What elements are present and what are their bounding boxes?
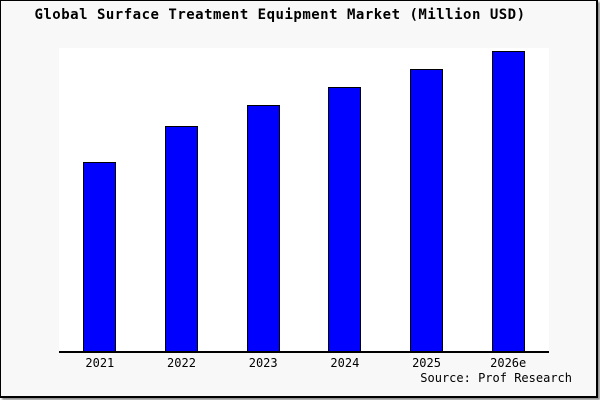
bar-2023 [246,105,280,351]
bar-2026e [491,51,525,351]
bar-2025 [410,69,444,351]
chart-title: Global Surface Treatment Equipment Marke… [34,7,526,23]
bar-slot-2025 [386,48,468,351]
tick-label-2024: 2024 [330,356,360,370]
bar-slot-2022 [141,48,223,351]
tick-label-2021: 2021 [85,356,115,370]
tick-label-2025: 2025 [412,356,441,370]
bar-slot-2024 [304,48,386,351]
plot-area [59,48,549,353]
bar-slot-2026e [467,48,549,351]
tick-label-2026e: 2026e [490,356,527,370]
bar-2024 [328,87,362,351]
bar-2021 [83,162,117,351]
bar-slot-2023 [222,48,304,351]
bar-2022 [165,126,198,351]
source-credit: Source: Prof Research [420,371,572,385]
tick-label-2022: 2022 [167,356,196,370]
bars-row [59,48,549,351]
bar-slot-2021 [59,48,141,351]
x-axis-tick-labels: 2021 2022 2023 2024 2025 2026e [59,356,549,370]
tick-label-2023: 2023 [248,356,278,370]
